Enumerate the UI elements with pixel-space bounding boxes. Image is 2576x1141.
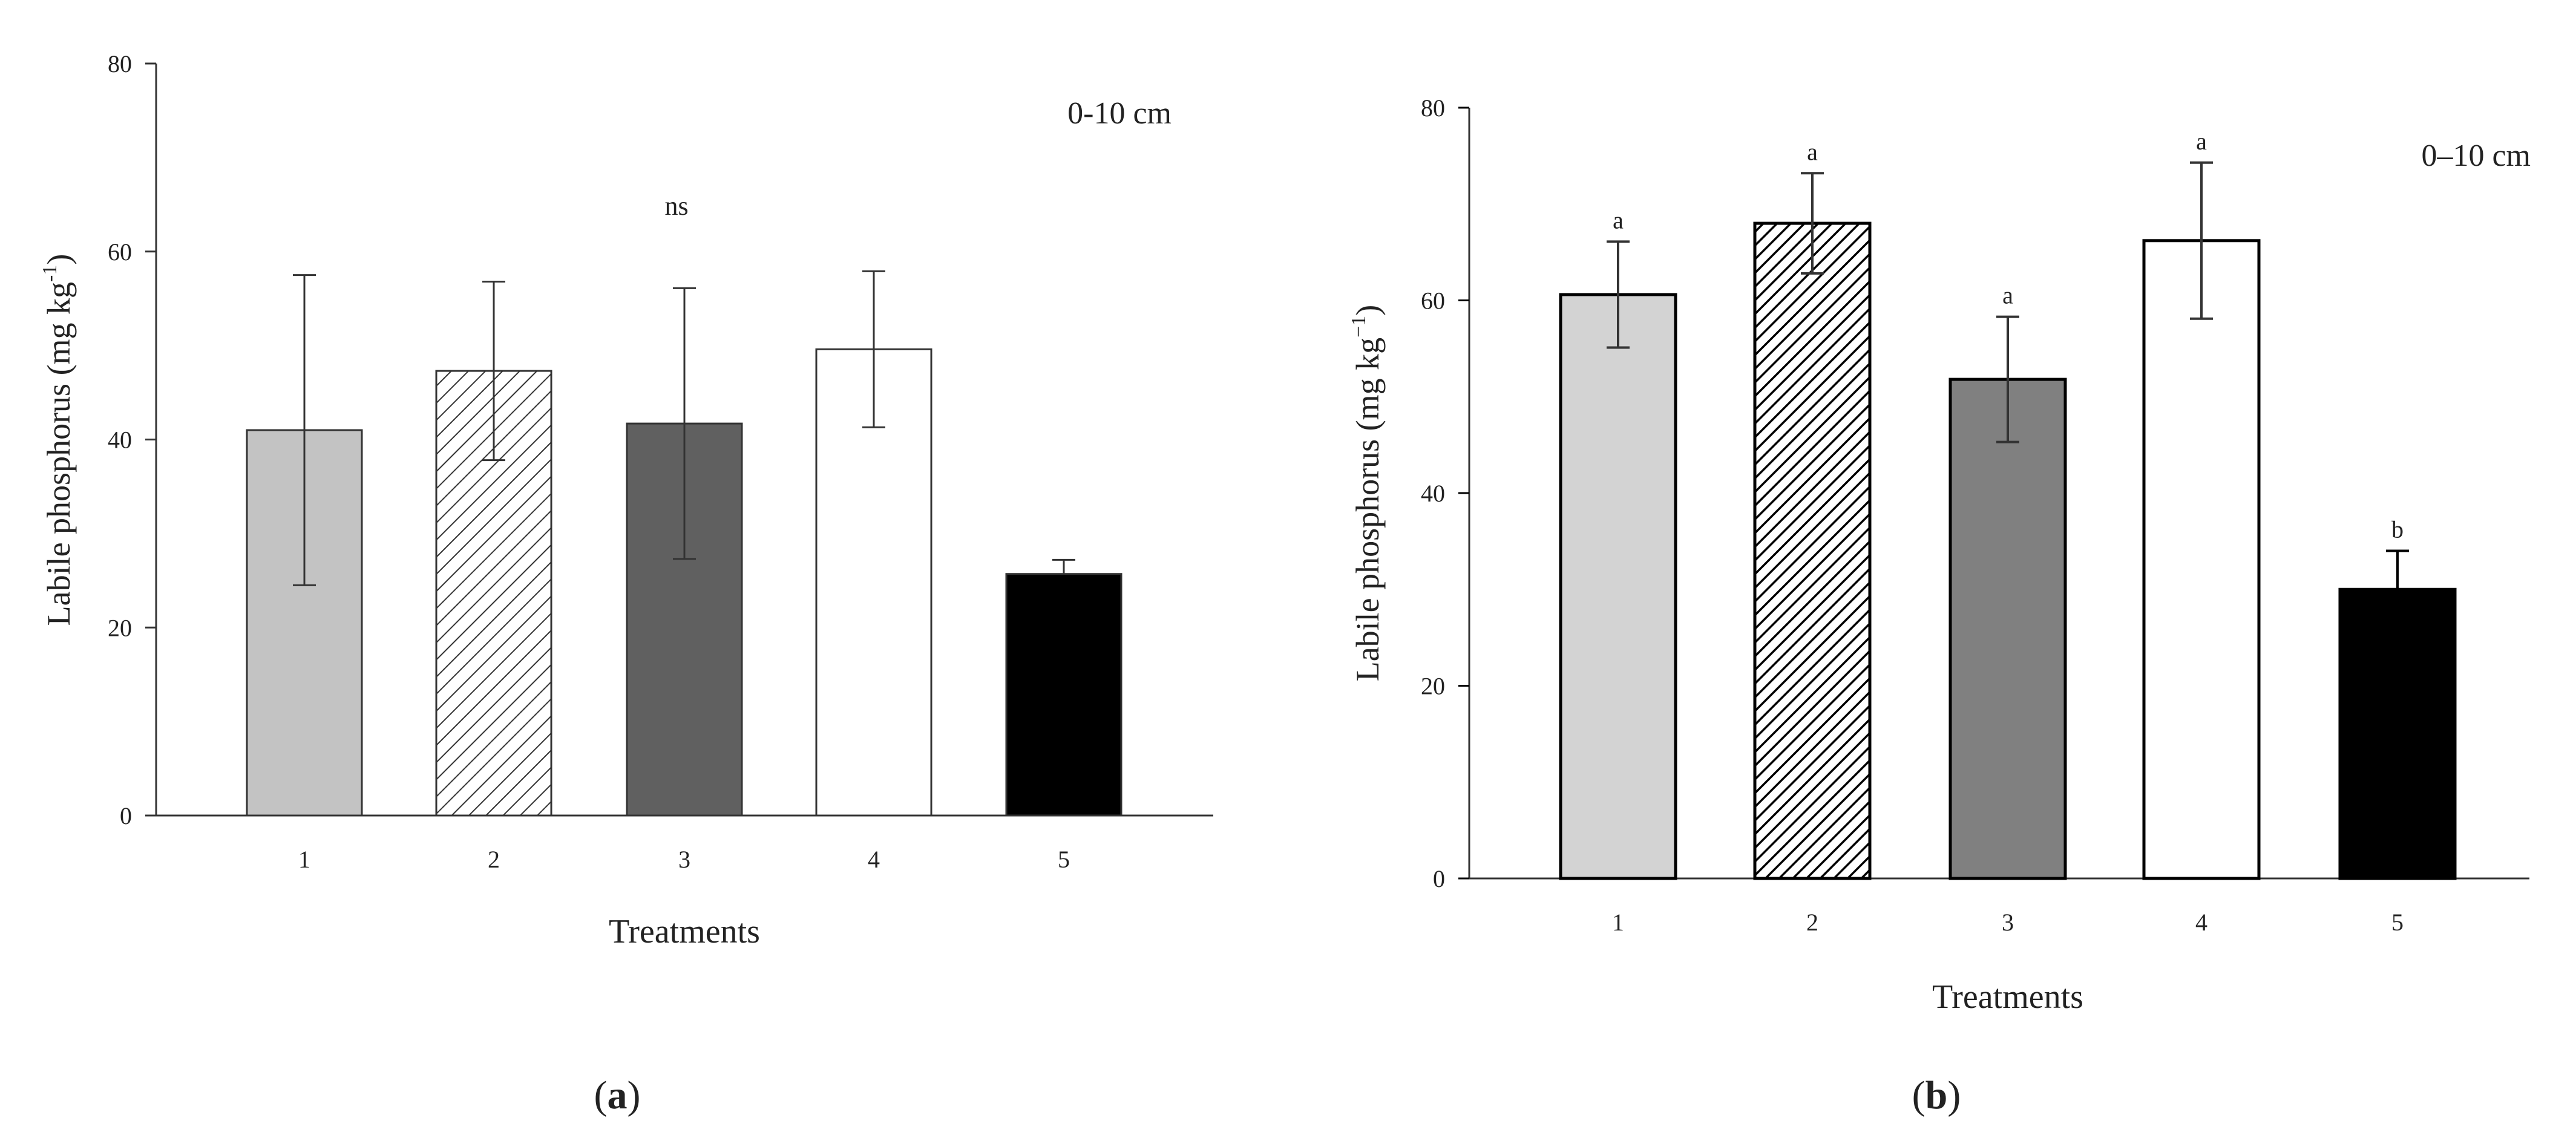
panel-b-caption: (b) xyxy=(1912,1073,1961,1117)
panel-a-x-tick-label: 5 xyxy=(1058,846,1070,873)
panel-a-error-bar-2 xyxy=(482,280,505,462)
panel-b-bar-2 xyxy=(1753,221,1872,880)
panel-a-y-tick-label: 20 xyxy=(108,614,132,641)
panel-b-y-tick-label: 0 xyxy=(1433,865,1445,892)
panel-b-bar-4 xyxy=(2142,239,2261,880)
panel-b-x-tick-label: 4 xyxy=(2195,909,2207,936)
panel-b-significance-letter: a xyxy=(2002,282,2013,309)
panel-a-y-axis-title-sup: -1 xyxy=(39,265,61,282)
panel-b-marks: 0 20 40 60 80 1 a 2 a 3 a 4 a 5 b xyxy=(1421,94,2457,936)
panel-b-caption-letter: b xyxy=(1925,1073,1948,1117)
panel-a-depth-label: 0-10 cm xyxy=(1067,96,1172,131)
panel-a-error-bar-5 xyxy=(1052,558,1075,574)
panel-b-significance-letter: a xyxy=(1613,206,1624,234)
panel-b-y-tick-label: 40 xyxy=(1421,480,1445,507)
panel-a-bar-5 xyxy=(1005,573,1122,817)
panel-b-y-tick-label: 20 xyxy=(1421,673,1445,700)
panel-b-x-tick-label: 1 xyxy=(1612,909,1624,936)
panel-b-error-bar-2 xyxy=(1801,172,1824,275)
panel-b-error-bar-5 xyxy=(2386,549,2409,590)
panel-a-y-axis-title-close: ) xyxy=(41,254,77,265)
panel-a-error-bar-4 xyxy=(862,270,885,428)
panel-b-error-bar-1 xyxy=(1607,240,1630,349)
panel-b-y-axis-title-close: ) xyxy=(1349,305,1386,316)
panel-a-y-tick-label: 80 xyxy=(108,50,132,77)
panel-b-x-tick-label: 3 xyxy=(2002,909,2014,936)
panel-a-y-axis-title: Labile phosphorus (mg kg-1) xyxy=(39,254,77,626)
panel-a-x-tick-label: 1 xyxy=(298,846,310,873)
panel-b-bar-3 xyxy=(1948,378,2067,880)
panel-a-x-axis-title: Treatments xyxy=(609,913,760,950)
panel-b-x-axis-title: Treatments xyxy=(1932,978,2083,1016)
panel-b-y-tick-label: 80 xyxy=(1421,94,1445,122)
panel-a-significance-label: ns xyxy=(664,191,688,221)
panel-b-significance-letter: a xyxy=(2196,128,2207,155)
panel-b-bar-5 xyxy=(2338,587,2457,880)
panel-b-bar-1 xyxy=(1559,293,1677,880)
panel-a-y-tick-label: 0 xyxy=(120,802,132,829)
panel-b-error-bar-3 xyxy=(1996,315,2019,443)
panel-a-x-tick-label: 3 xyxy=(678,846,690,873)
panel-b: 0 20 40 60 80 1 a 2 a 3 a 4 a 5 b 0–10 cm Treatments L… xyxy=(1348,94,2531,1117)
panel-a-y-tick-label: 60 xyxy=(108,238,132,266)
panel-b-error-bar-4 xyxy=(2190,161,2213,320)
panel-b-y-axis-title-sup: −1 xyxy=(1348,316,1370,338)
panel-a-error-bar-1 xyxy=(293,274,316,586)
panel-a: 0 20 40 60 80 1 2 3 4 5 0-10 cm ns Treatments Lab… xyxy=(39,50,1213,1117)
panel-b-depth-label: 0–10 cm xyxy=(2421,139,2531,173)
panel-b-significance-letter: a xyxy=(1807,138,1818,165)
panel-b-y-tick-label: 60 xyxy=(1421,287,1445,315)
panel-a-error-bar-3 xyxy=(673,287,696,560)
panel-b-x-tick-label: 5 xyxy=(2391,909,2404,936)
panel-a-x-tick-label: 2 xyxy=(488,846,500,873)
panel-b-significance-letter: b xyxy=(2391,516,2404,543)
panel-b-x-tick-label: 2 xyxy=(1806,909,1818,936)
panel-a-y-tick-label: 40 xyxy=(108,427,132,454)
panel-a-x-tick-label: 4 xyxy=(868,846,880,873)
panel-b-y-axis-title-main: Labile phosphorus (mg kg xyxy=(1349,338,1386,681)
panel-a-marks: 0 20 40 60 80 1 2 3 4 5 xyxy=(108,50,1122,873)
panel-a-caption: (a) xyxy=(594,1073,641,1117)
panel-b-y-axis-title: Labile phosphorus (mg kg−1) xyxy=(1348,305,1386,682)
panel-a-y-axis-title-main: Labile phosphorus (mg kg xyxy=(41,282,77,626)
panel-a-caption-letter: a xyxy=(608,1073,628,1117)
